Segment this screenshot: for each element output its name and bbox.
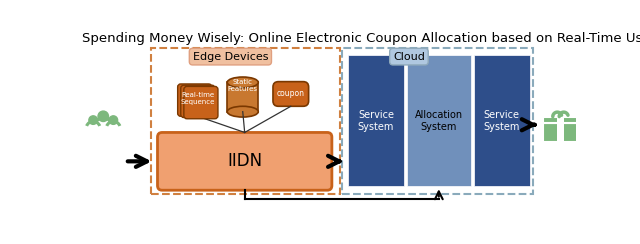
Text: Service
System: Service System xyxy=(358,110,394,132)
Text: Allocation
System: Allocation System xyxy=(415,110,463,132)
Text: Static
Features: Static Features xyxy=(228,79,258,92)
Text: Real-time
Sequence: Real-time Sequence xyxy=(180,92,215,105)
Bar xyxy=(474,55,529,186)
Text: Spending Money Wisely: Online Electronic Coupon Allocation based on Real-Time Us: Spending Money Wisely: Online Electronic… xyxy=(83,31,640,45)
Bar xyxy=(348,55,404,186)
FancyBboxPatch shape xyxy=(157,132,332,190)
Bar xyxy=(342,48,533,194)
Text: IIDN: IIDN xyxy=(227,152,262,170)
Circle shape xyxy=(89,116,97,124)
Bar xyxy=(227,82,259,112)
Ellipse shape xyxy=(227,77,259,88)
FancyBboxPatch shape xyxy=(184,86,218,119)
Circle shape xyxy=(98,111,109,122)
Circle shape xyxy=(109,116,118,124)
Text: coupon: coupon xyxy=(277,90,305,99)
Bar xyxy=(543,123,579,142)
Bar xyxy=(407,55,470,186)
Bar xyxy=(557,117,564,142)
Bar xyxy=(151,48,340,194)
Ellipse shape xyxy=(227,106,259,117)
FancyBboxPatch shape xyxy=(178,84,212,116)
Text: Edge Devices: Edge Devices xyxy=(193,52,268,61)
FancyBboxPatch shape xyxy=(273,82,308,106)
Bar xyxy=(543,117,579,123)
Text: Service
System: Service System xyxy=(483,110,520,132)
Text: Cloud: Cloud xyxy=(393,52,425,61)
FancyBboxPatch shape xyxy=(180,85,215,118)
